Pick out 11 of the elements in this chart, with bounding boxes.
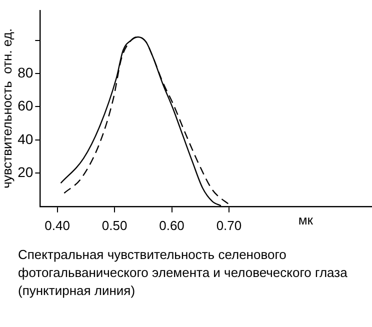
y-tick-label: 60 xyxy=(18,98,34,114)
x-tick-label: 0.40 xyxy=(44,218,70,233)
x-tick-label: 0.50 xyxy=(102,218,128,233)
y-tick-label: 80 xyxy=(18,64,34,80)
text: Спектральная чувствительность селенового фотогальванического элемента и человеческого глаза (пунктирная линия) xyxy=(18,246,348,300)
y-axis-title: чувствительность отн. ед. xyxy=(0,28,14,188)
y-tick-label: 40 xyxy=(18,130,34,147)
x-tick-label: 0.70 xyxy=(216,218,242,233)
y-tick-label: 20 xyxy=(18,164,34,180)
x-axis-title: мк xyxy=(298,212,314,228)
x-tick-label: 0.60 xyxy=(159,218,184,233)
